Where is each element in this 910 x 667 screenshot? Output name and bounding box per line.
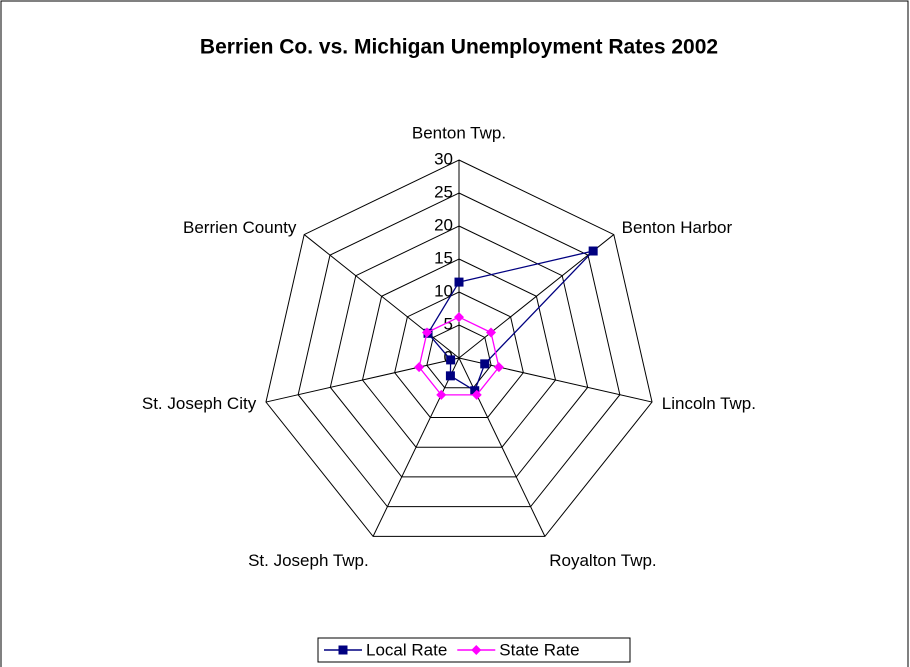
spoke xyxy=(458,357,653,403)
marker xyxy=(493,362,504,373)
legend-label: Local Rate xyxy=(366,640,447,659)
category-label: St. Joseph City xyxy=(142,394,257,413)
marker xyxy=(436,389,447,400)
r-tick-label: 5 xyxy=(444,314,453,333)
r-tick-label: 25 xyxy=(434,182,453,201)
marker xyxy=(485,327,496,338)
grid-ring xyxy=(361,258,557,448)
legend-marker xyxy=(471,645,482,655)
r-tick-label: 10 xyxy=(434,281,453,300)
spoke xyxy=(265,357,460,403)
marker xyxy=(471,389,482,400)
grid-ring xyxy=(426,324,492,389)
category-label: Lincoln Twp. xyxy=(662,394,756,413)
marker xyxy=(588,246,598,256)
spoke xyxy=(458,234,615,359)
marker xyxy=(454,312,464,323)
marker xyxy=(414,362,425,373)
grid-ring xyxy=(329,225,589,478)
spoke xyxy=(303,234,460,359)
category-label: St. Joseph Twp. xyxy=(248,551,369,570)
spoke xyxy=(372,357,460,537)
marker xyxy=(445,371,455,381)
marker xyxy=(422,327,433,338)
marker xyxy=(470,386,480,396)
category-label: Benton Harbor xyxy=(622,218,733,237)
grid-ring xyxy=(297,192,621,508)
legend-label: State Rate xyxy=(499,640,579,659)
category-label: Berrien County xyxy=(183,218,297,237)
series-line xyxy=(418,316,500,396)
marker xyxy=(480,359,490,369)
category-label: Benton Twp. xyxy=(412,123,506,142)
marker xyxy=(454,277,464,287)
r-tick-label: 30 xyxy=(434,149,453,168)
legend-marker xyxy=(338,645,348,655)
r-tick-label: 20 xyxy=(434,215,453,234)
chart-title: Berrien Co. vs. Michigan Unemployment Ra… xyxy=(200,36,718,59)
r-tick-label: 15 xyxy=(434,248,453,267)
grid-ring xyxy=(265,159,653,537)
marker xyxy=(446,355,456,365)
grid-ring xyxy=(394,291,524,418)
category-label: Royalton Twp. xyxy=(549,551,656,570)
